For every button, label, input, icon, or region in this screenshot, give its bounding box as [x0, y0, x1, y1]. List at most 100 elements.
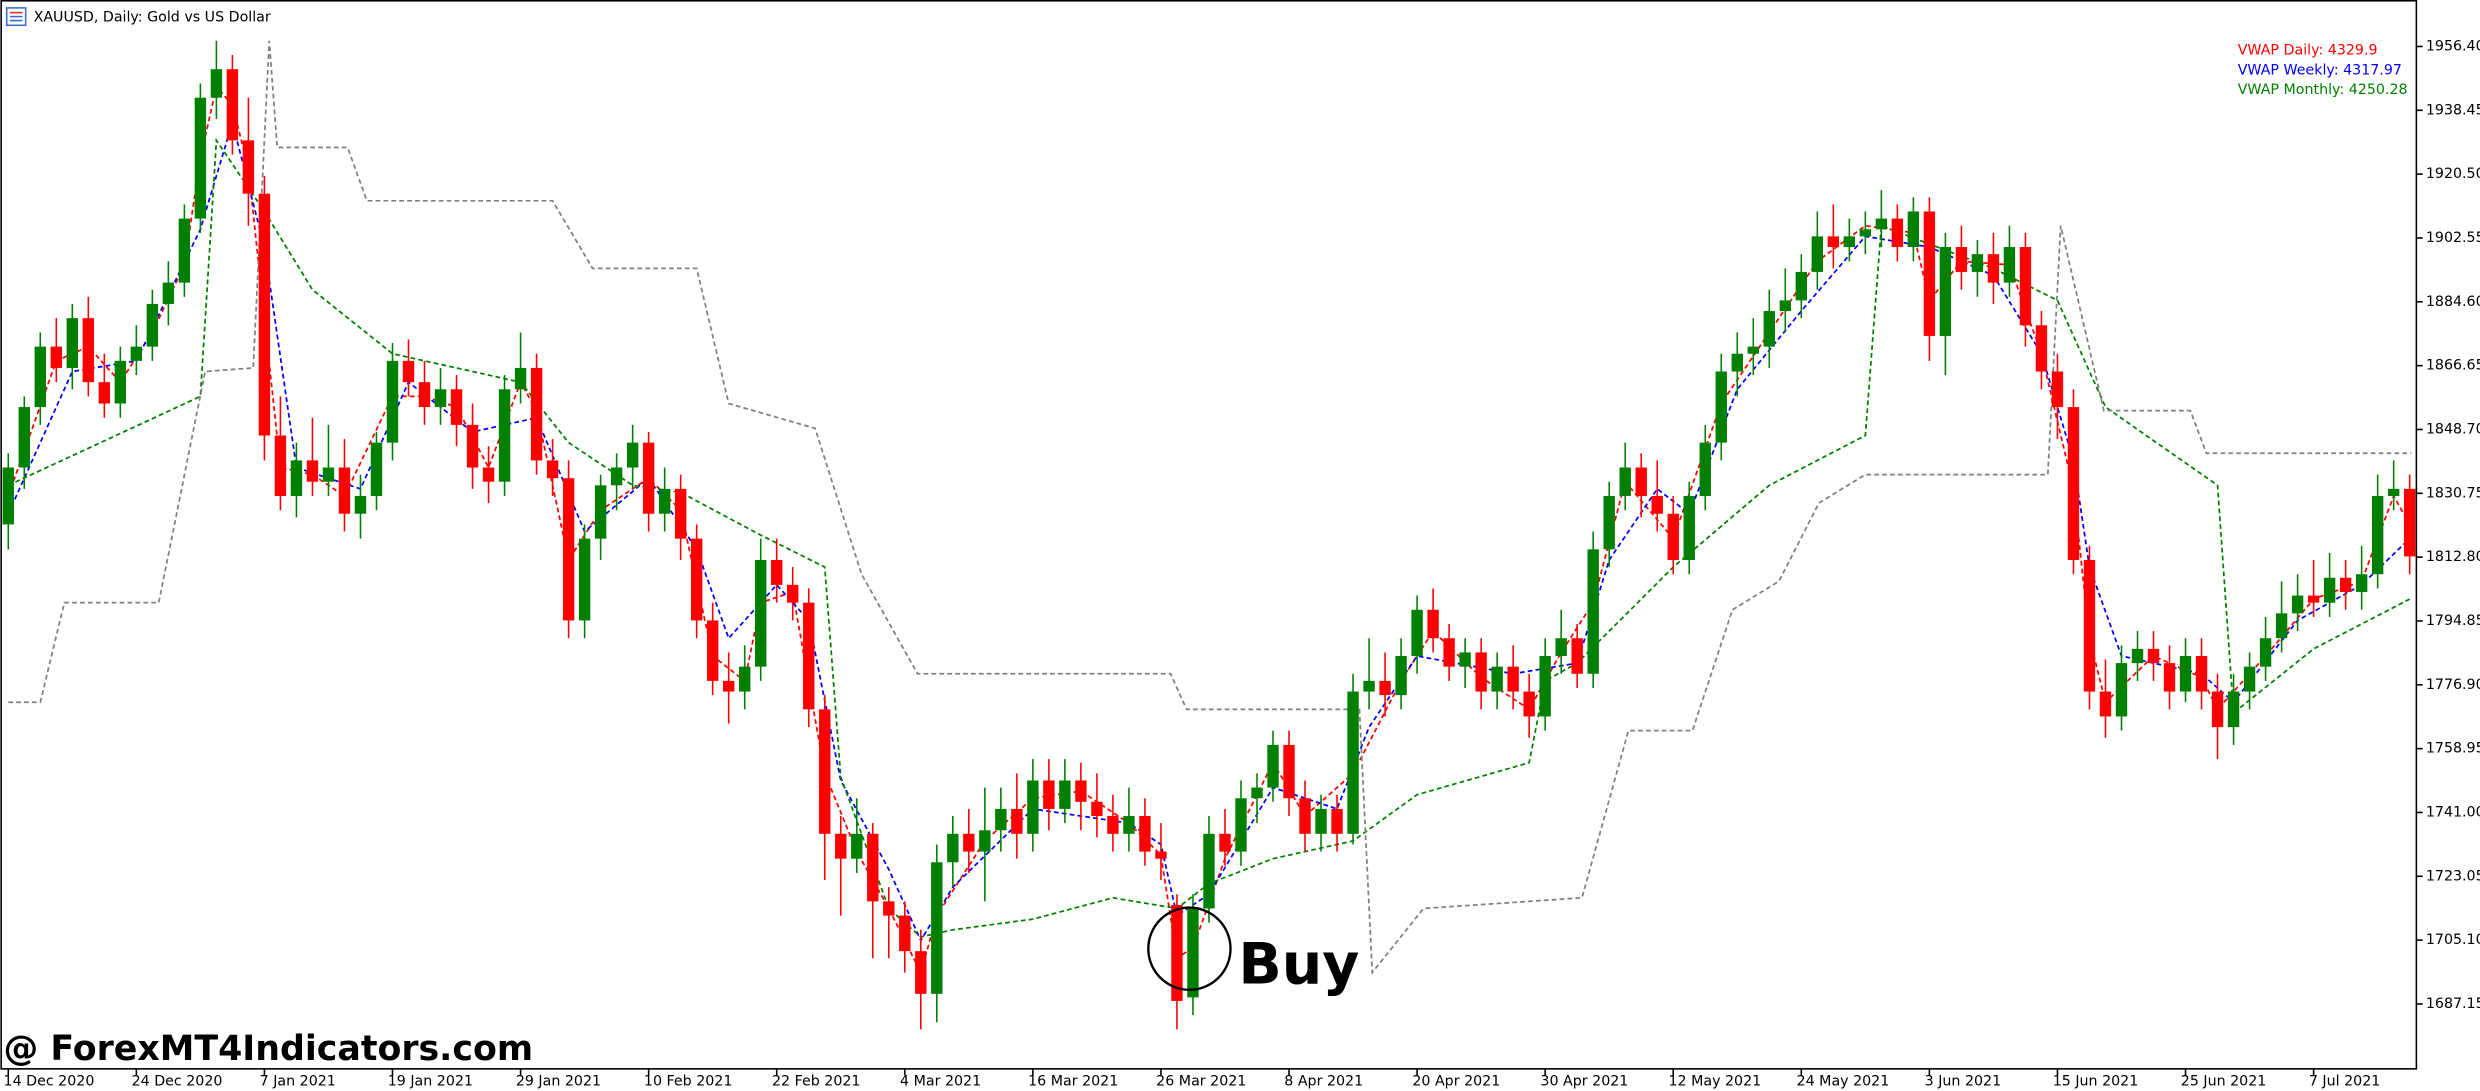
candle-body [530, 367, 543, 461]
candle-body [354, 495, 367, 514]
candle-body [610, 467, 623, 486]
legend-label: VWAP Daily: 4329.9 [2238, 43, 2378, 59]
candle-body [883, 901, 895, 916]
candle-body [1427, 609, 1439, 639]
x-tick-label: 20 Apr 2021 [1412, 1074, 1500, 1090]
candle-body [915, 951, 927, 994]
x-tick-label: 3 Jun 2021 [1925, 1074, 2002, 1090]
candle-body [1699, 442, 1711, 496]
candle-body [1635, 467, 1647, 496]
candle-body [1187, 908, 1199, 998]
buy-annotation: Buy [1238, 931, 1359, 997]
candle-body [723, 680, 735, 692]
candle-body [1283, 744, 1295, 799]
candle-body [1491, 666, 1503, 692]
candle-body [851, 833, 863, 859]
candle-body [2179, 655, 2192, 692]
candle-body [2163, 663, 2176, 692]
candle-body [514, 367, 527, 390]
candle-body [546, 460, 559, 479]
candle-body [1123, 816, 1135, 834]
candle-body [771, 559, 783, 585]
candle-body [755, 559, 767, 667]
candle-body [1107, 816, 1119, 834]
candle-body [594, 485, 607, 539]
candle-body [1251, 787, 1263, 799]
candle-body [1299, 798, 1311, 834]
candle-body [1139, 816, 1151, 852]
candle-body [402, 360, 415, 383]
candle-body [130, 346, 143, 361]
candle-body [979, 830, 991, 852]
candle-body [1939, 247, 1952, 336]
candle-body [2099, 691, 2112, 717]
candle-body [98, 382, 111, 404]
candle-body [2147, 648, 2160, 664]
candle-body [290, 460, 303, 496]
x-tick-label: 16 Mar 2021 [1028, 1074, 1118, 1090]
candle-body [674, 488, 687, 539]
x-tick-label: 4 Mar 2021 [900, 1074, 981, 1090]
x-tick-label: 14 Dec 2020 [4, 1074, 95, 1090]
y-tick-label: 1758.95 [2426, 741, 2480, 757]
candle-body [146, 303, 159, 347]
candle-body [1987, 254, 2000, 283]
candle-body [2291, 595, 2304, 614]
x-tick-label: 29 Jan 2021 [516, 1074, 601, 1090]
plot-frame [0, 0, 2418, 1070]
candle-body [162, 282, 175, 304]
candle-body [466, 424, 479, 468]
candle-body [1875, 218, 1888, 230]
candle-body [1267, 744, 1279, 788]
candle-body [1091, 801, 1103, 817]
y-tick-label: 1812.80 [2426, 549, 2480, 565]
candle-body [2195, 655, 2208, 692]
y-tick-label: 1687.15 [2426, 996, 2480, 1012]
candle-body [2243, 666, 2256, 692]
y-tick-label: 1705.10 [2426, 932, 2480, 948]
candle-body [1043, 780, 1055, 809]
candle-body [1971, 254, 1984, 272]
candle-body [450, 389, 463, 425]
candle-body [690, 538, 703, 621]
candle-body [2307, 595, 2320, 603]
y-tick-label: 1956.40 [2426, 38, 2480, 54]
candle-body [1235, 798, 1247, 852]
candle-body [1731, 353, 1743, 372]
candle-body [706, 620, 719, 681]
candle-body [803, 602, 815, 710]
candle-body [498, 389, 511, 482]
x-tick-label: 30 Apr 2021 [1540, 1074, 1628, 1090]
candle-body [50, 346, 62, 368]
x-tick-label: 7 Jan 2021 [260, 1074, 336, 1090]
candle-body [66, 318, 79, 368]
candle-body [1219, 833, 1231, 852]
candle-body [739, 666, 751, 692]
candle-body [1795, 271, 1808, 301]
candle-body [2067, 407, 2080, 560]
candle-body [1539, 655, 1551, 717]
candle-body [1459, 652, 1471, 667]
candle-body [258, 193, 271, 436]
candle-body [1715, 371, 1727, 443]
y-tick-label: 1884.60 [2426, 294, 2480, 310]
candle-body [1011, 808, 1023, 834]
candle-body [178, 218, 191, 283]
candle-body [370, 442, 383, 496]
candle-body [1331, 808, 1343, 834]
candle-body [194, 97, 207, 219]
candle-body [1171, 904, 1183, 1001]
candle-body [2003, 247, 2016, 283]
candle-body [2387, 488, 2400, 496]
candle-body [2275, 613, 2288, 639]
candle-body [1523, 691, 1535, 717]
candle-body [2259, 638, 2272, 667]
candle-body [386, 360, 399, 443]
x-tick-label: 7 Jul 2021 [2309, 1074, 2380, 1090]
candle-body [1379, 680, 1391, 696]
candle-body [1619, 467, 1631, 496]
candle-body [306, 460, 319, 482]
candle-body [658, 488, 671, 514]
candle-body [1075, 780, 1087, 802]
x-tick-label: 19 Jan 2021 [388, 1074, 473, 1090]
